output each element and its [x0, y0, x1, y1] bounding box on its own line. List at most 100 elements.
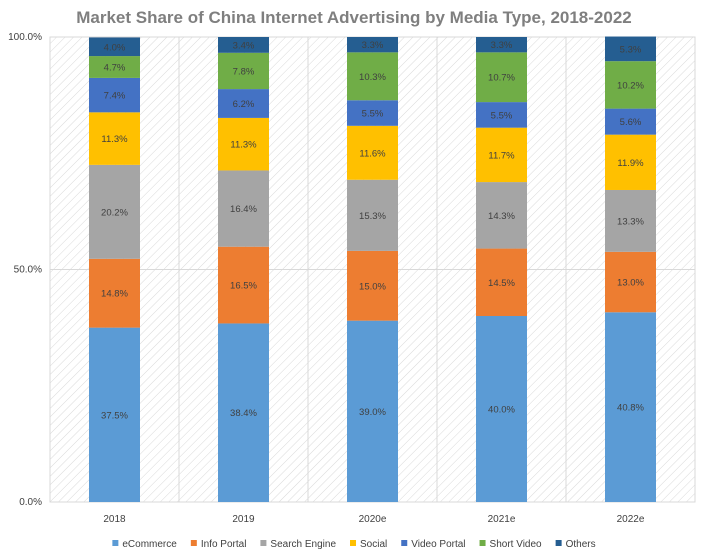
bar-segment-short-video — [476, 52, 527, 103]
legend-swatch — [190, 540, 197, 546]
bar-segment-video-portal — [89, 77, 140, 113]
legend-item: Social — [350, 539, 387, 550]
data-label: 16.5% — [230, 281, 257, 292]
bar-segment-video-portal — [605, 108, 656, 135]
data-label: 40.8% — [617, 403, 644, 414]
bar-segment-search-engine — [218, 170, 269, 247]
bar-segment-search-engine — [605, 189, 656, 252]
legend-item: Search Engine — [260, 539, 336, 550]
data-label: 3.3% — [491, 40, 513, 51]
bar-segment-search-engine — [476, 182, 527, 249]
data-label: 6.2% — [233, 99, 255, 110]
data-label: 10.7% — [488, 73, 515, 84]
bar-segment-ecommerce — [347, 320, 398, 502]
bar-segment-short-video — [347, 52, 398, 101]
data-label: 11.6% — [359, 148, 386, 159]
data-label: 5.5% — [491, 110, 513, 121]
data-label: 4.0% — [104, 42, 126, 53]
data-label: 14.5% — [488, 278, 515, 289]
y-tick-label: 50.0% — [14, 265, 42, 276]
x-tick-label: 2021e — [488, 514, 516, 525]
bar-segment-video-portal — [476, 102, 527, 128]
bar-segment-video-portal — [218, 89, 269, 118]
bar-segment-info-portal — [347, 250, 398, 321]
data-label: 14.3% — [488, 211, 515, 222]
data-label: 11.9% — [617, 158, 644, 169]
bar-segment-info-portal — [605, 251, 656, 313]
bar-segment-social — [347, 125, 398, 180]
data-label: 37.5% — [101, 410, 128, 421]
legend-label: Short Video — [490, 539, 543, 550]
bar-segment-ecommerce — [89, 327, 140, 502]
data-label: 5.6% — [620, 117, 642, 128]
legend-label: eCommerce — [122, 539, 177, 550]
bar-segment-info-portal — [476, 248, 527, 316]
data-label: 5.3% — [620, 44, 642, 55]
legend-swatch — [350, 540, 357, 546]
legend-label: Info Portal — [201, 539, 247, 550]
bar-segment-ecommerce — [218, 323, 269, 502]
data-label: 11.3% — [101, 134, 128, 145]
bar-segment-social — [89, 112, 140, 165]
data-label: 11.3% — [230, 140, 257, 151]
y-tick-label: 100.0% — [8, 32, 42, 43]
data-label: 3.4% — [233, 40, 255, 51]
bar-segment-others — [218, 37, 269, 53]
data-label: 4.7% — [104, 62, 126, 73]
legend-label: Search Engine — [270, 539, 336, 550]
legend-item: Others — [555, 539, 596, 550]
legend-label: Others — [566, 539, 596, 550]
bar-segment-social — [218, 117, 269, 171]
data-label: 38.4% — [230, 408, 257, 419]
data-label: 5.5% — [362, 109, 384, 120]
bar-segment-video-portal — [347, 100, 398, 126]
bar-segment-social — [476, 127, 527, 183]
bar-segment-search-engine — [347, 179, 398, 251]
bar-segment-info-portal — [89, 258, 140, 328]
data-label: 14.8% — [101, 289, 128, 300]
data-label: 13.3% — [617, 216, 644, 227]
data-label: 10.3% — [359, 72, 386, 83]
x-tick-label: 2018 — [103, 514, 126, 525]
bar-segment-ecommerce — [605, 312, 656, 502]
data-label: 15.3% — [359, 211, 386, 222]
x-tick-label: 2022e — [617, 514, 645, 525]
data-label: 39.0% — [359, 407, 386, 418]
legend-swatch — [401, 540, 408, 546]
data-label: 7.8% — [233, 66, 255, 77]
bar-segment-ecommerce — [476, 316, 527, 502]
legend-item: Video Portal — [401, 539, 466, 550]
bar-segment-short-video — [218, 52, 269, 90]
legend-label: Social — [360, 539, 387, 550]
legend-swatch — [555, 540, 562, 546]
legend-item: eCommerce — [112, 539, 177, 550]
legend-label: Video Portal — [411, 539, 465, 550]
legend-item: Info Portal — [190, 539, 247, 550]
data-label: 40.0% — [488, 405, 515, 416]
legend-swatch — [260, 540, 267, 546]
data-label: 11.7% — [488, 150, 515, 161]
bar-segment-short-video — [605, 61, 656, 109]
legend-item: Short Video — [479, 539, 543, 550]
x-tick-label: 2019 — [232, 514, 255, 525]
bar-segment-others — [605, 36, 656, 62]
data-label: 15.0% — [359, 281, 386, 292]
bar-segment-others — [476, 37, 527, 53]
bar-segment-info-portal — [218, 246, 269, 324]
bar-segment-social — [605, 134, 656, 190]
data-label: 7.4% — [104, 91, 126, 102]
bar-segment-others — [347, 37, 398, 53]
y-tick-label: 0.0% — [19, 497, 42, 508]
chart-title: Market Share of China Internet Advertisi… — [76, 8, 632, 27]
legend-swatch — [479, 540, 486, 546]
data-label: 10.2% — [617, 80, 644, 91]
bar-segment-short-video — [89, 56, 140, 78]
data-label: 3.3% — [362, 40, 384, 51]
data-label: 16.4% — [230, 204, 257, 215]
data-label: 20.2% — [101, 207, 128, 218]
data-label: 13.0% — [617, 278, 644, 289]
x-tick-label: 2020e — [359, 514, 387, 525]
legend-swatch — [112, 540, 119, 546]
